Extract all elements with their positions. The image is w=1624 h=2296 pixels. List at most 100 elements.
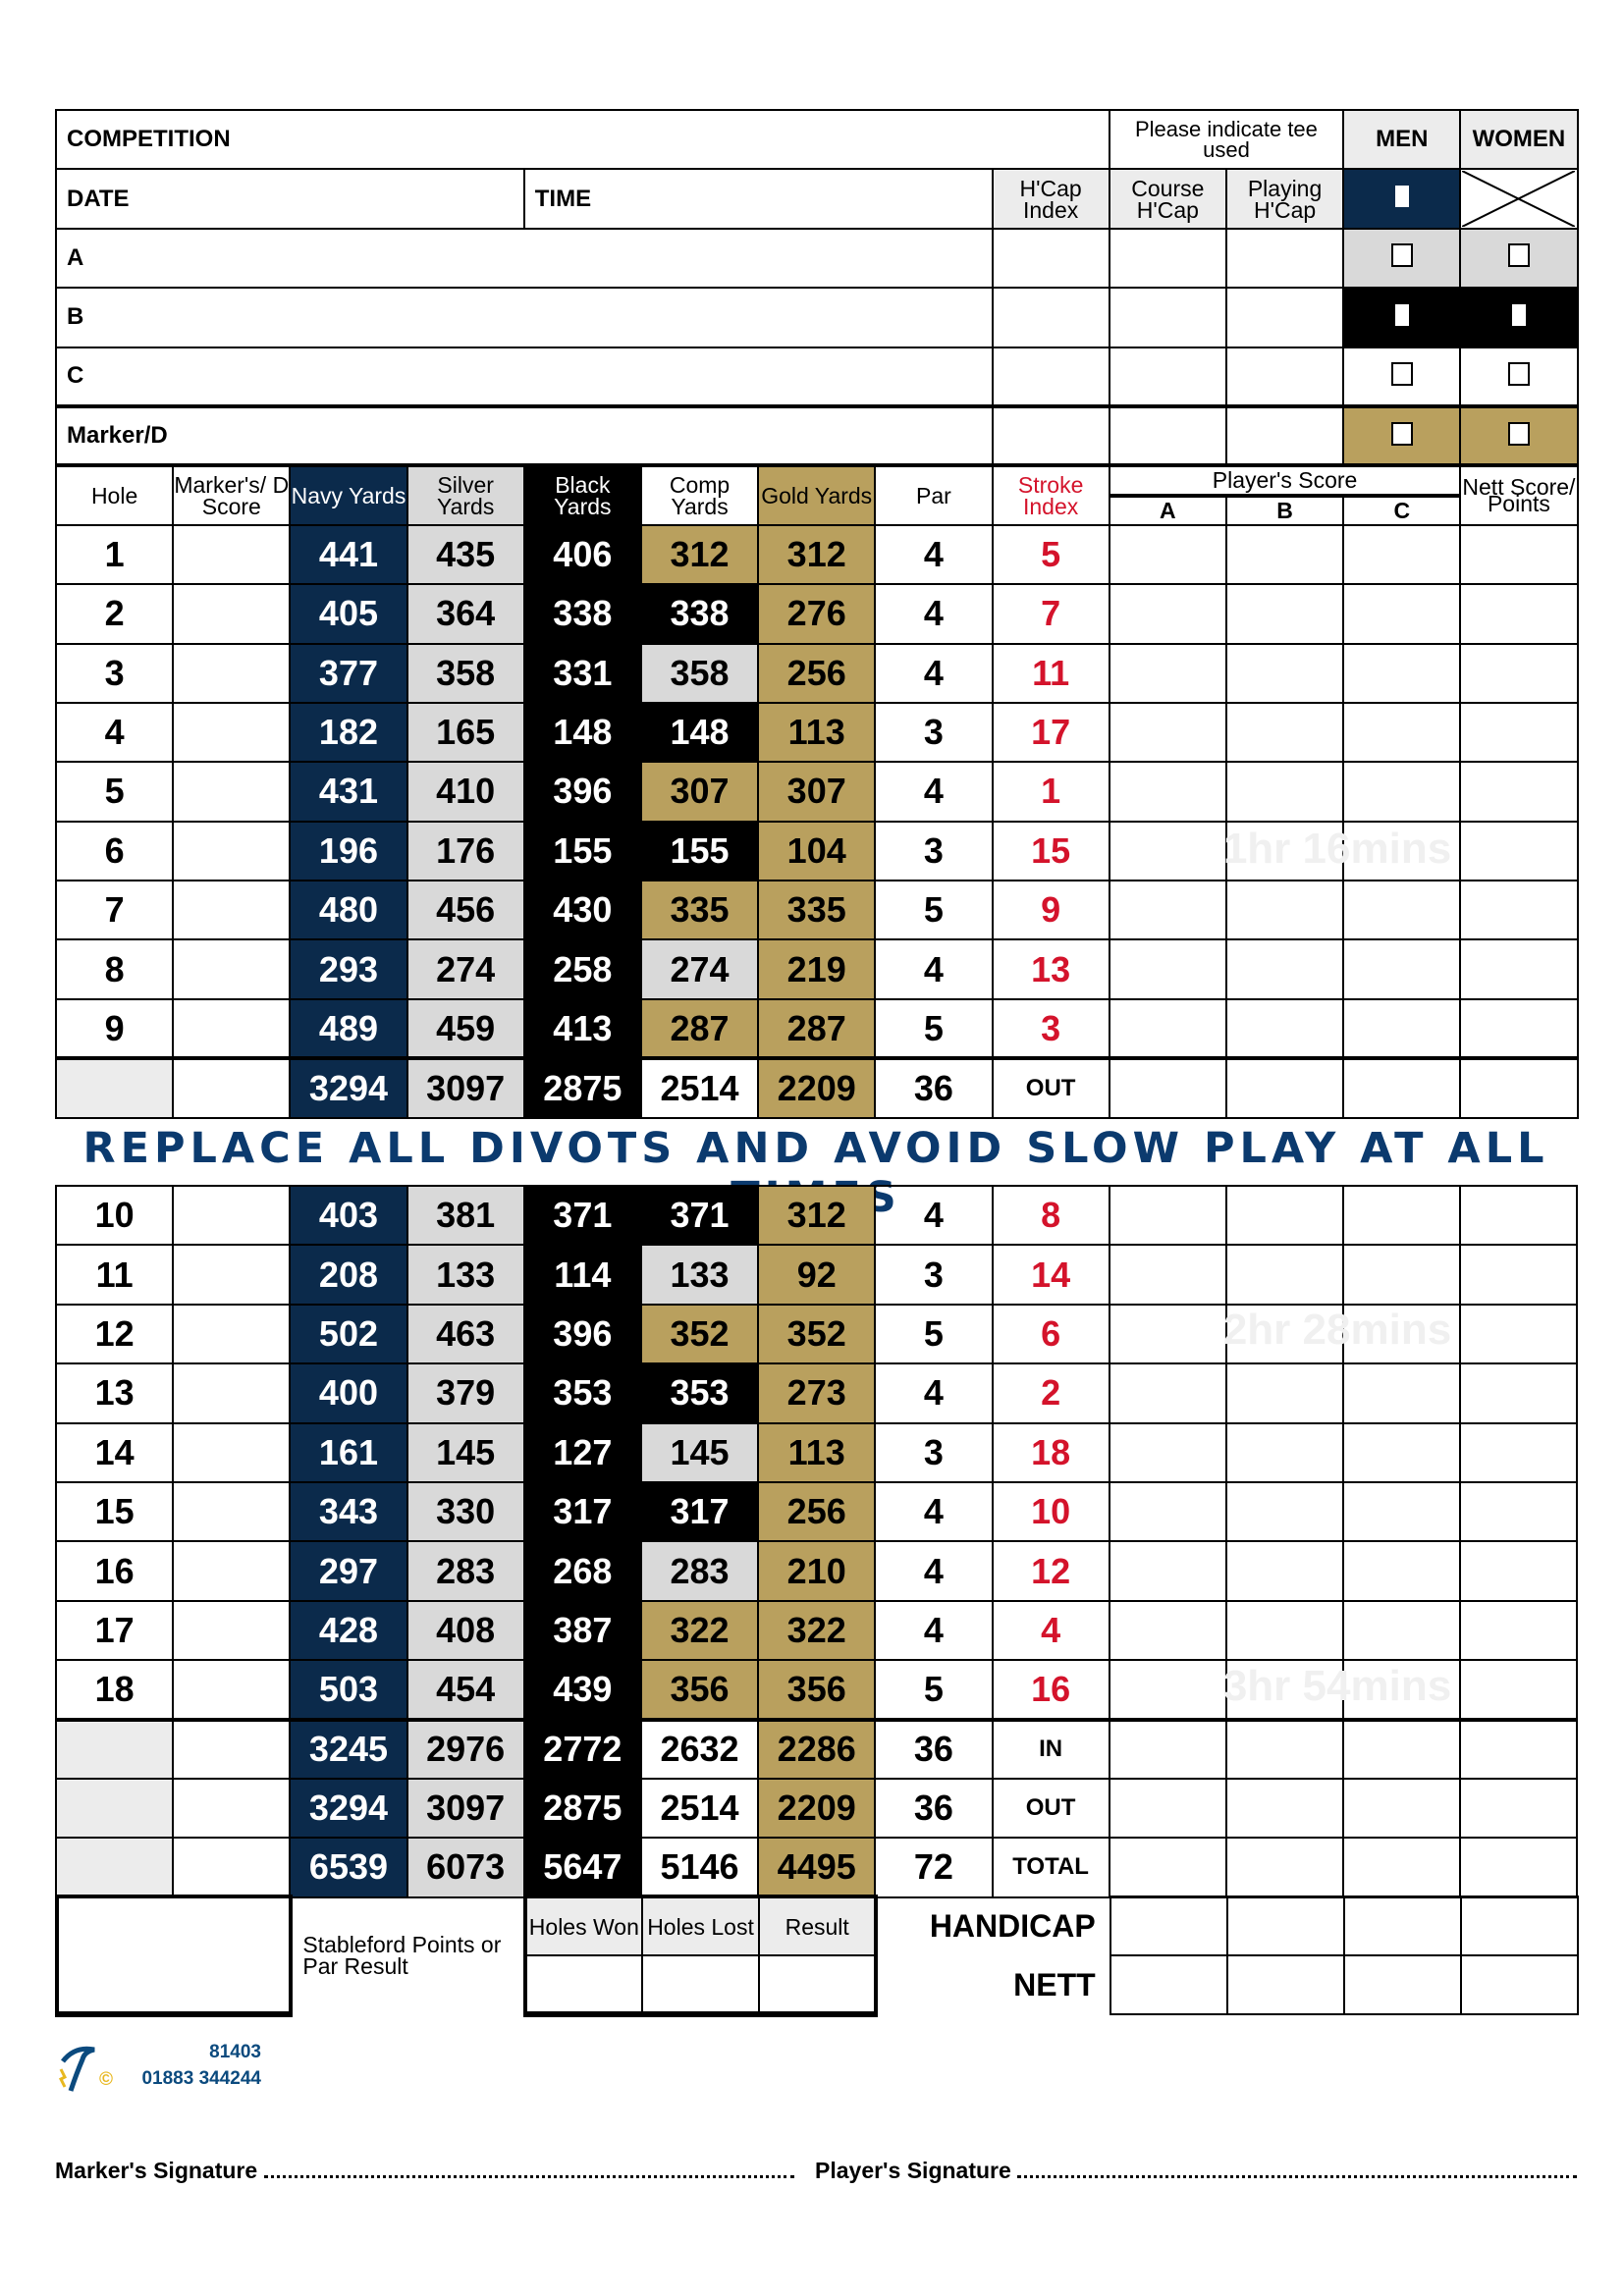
players-signature-line[interactable]: Player's Signature [815, 2158, 1578, 2184]
course-hcap-input[interactable] [1108, 403, 1227, 467]
score-a-input[interactable] [1108, 1599, 1227, 1662]
score-b-input[interactable] [1224, 701, 1345, 764]
nett-total-input[interactable] [1459, 1717, 1579, 1780]
score-a-input[interactable] [1108, 583, 1227, 645]
score-a-input[interactable] [1108, 880, 1227, 941]
hcap-index-input[interactable] [991, 346, 1110, 407]
score-a-input[interactable] [1108, 1480, 1227, 1543]
score-a-input[interactable] [1108, 701, 1227, 764]
score-a-input[interactable] [1108, 1303, 1227, 1365]
score-a-input[interactable] [1108, 1421, 1227, 1483]
nett-score-input[interactable] [1459, 1599, 1579, 1662]
marker-score-input[interactable] [172, 523, 292, 586]
marker-score-input[interactable] [172, 820, 292, 882]
course-hcap-input[interactable] [1108, 227, 1227, 290]
men-tee-checkbox[interactable] [1342, 346, 1462, 407]
nett-score-input[interactable] [1459, 1540, 1579, 1602]
score-a-input[interactable] [1108, 997, 1227, 1060]
marker-score-input[interactable] [172, 938, 292, 1000]
score-a-input[interactable] [1108, 1184, 1227, 1247]
score-c-input[interactable] [1342, 701, 1462, 764]
nett-score-input[interactable] [1459, 761, 1579, 823]
score-b-input[interactable] [1224, 997, 1345, 1060]
marker-score-input[interactable] [172, 1540, 292, 1602]
handicap-a[interactable] [1109, 1896, 1228, 1956]
marker-score-input[interactable] [172, 1599, 292, 1662]
nett-score-input[interactable] [1459, 1421, 1579, 1483]
marker-score-input[interactable] [172, 1659, 292, 1721]
marker-total-input[interactable] [172, 1777, 292, 1840]
playing-hcap-input[interactable] [1224, 287, 1345, 348]
score-a-input[interactable] [1108, 1244, 1227, 1306]
score-c-input[interactable] [1342, 642, 1462, 704]
holes-won-input[interactable] [522, 1954, 643, 2017]
score-c-total-input[interactable] [1342, 1837, 1462, 1898]
nett-total-input[interactable] [1459, 1837, 1579, 1898]
score-c-input[interactable] [1342, 1362, 1462, 1424]
marker-score-input[interactable] [172, 1184, 292, 1247]
hcap-index-input[interactable] [991, 403, 1110, 467]
player-name-field[interactable]: A [55, 227, 994, 290]
score-c-input[interactable] [1342, 523, 1462, 586]
score-c-input[interactable] [1342, 820, 1462, 882]
player-name-field[interactable]: B [55, 287, 994, 348]
marker-total-input[interactable] [172, 1717, 292, 1780]
score-c-total-input[interactable] [1342, 1056, 1462, 1119]
score-a-input[interactable] [1108, 1362, 1227, 1424]
player-name-field[interactable]: Marker/D [55, 403, 994, 467]
score-a-input[interactable] [1108, 1540, 1227, 1602]
holes-lost-input[interactable] [640, 1954, 761, 2017]
marker-score-input[interactable] [172, 1362, 292, 1424]
marker-score-input[interactable] [172, 583, 292, 645]
score-c-input[interactable] [1342, 761, 1462, 823]
nett-score-input[interactable] [1459, 1244, 1579, 1306]
score-b-input[interactable] [1224, 1421, 1345, 1483]
nett-score-input[interactable] [1459, 880, 1579, 941]
score-b-input[interactable] [1224, 523, 1345, 586]
score-b-input[interactable] [1224, 1184, 1345, 1247]
nett-c[interactable] [1343, 1954, 1463, 2015]
nett-score-input[interactable] [1459, 997, 1579, 1060]
nett-score-input[interactable] [1459, 523, 1579, 586]
score-c-input[interactable] [1342, 1184, 1462, 1247]
handicap-c[interactable] [1343, 1896, 1463, 1956]
playing-hcap-input[interactable] [1224, 346, 1345, 407]
nett-score-input[interactable] [1459, 1184, 1579, 1247]
score-a-input[interactable] [1108, 523, 1227, 586]
score-c-input[interactable] [1342, 1540, 1462, 1602]
time-field[interactable]: TIME [522, 168, 994, 230]
score-c-input[interactable] [1342, 880, 1462, 941]
score-b-input[interactable] [1224, 761, 1345, 823]
score-c-input[interactable] [1342, 1421, 1462, 1483]
score-a-input[interactable] [1108, 938, 1227, 1000]
marker-score-input[interactable] [172, 1303, 292, 1365]
score-b-total-input[interactable] [1224, 1056, 1345, 1119]
women-tee-checkbox[interactable] [1459, 403, 1579, 467]
men-tee-checkbox[interactable] [1342, 403, 1462, 467]
men-tee-checkbox[interactable] [1342, 287, 1462, 348]
handicap-b[interactable] [1225, 1896, 1346, 1956]
marker-score-input[interactable] [172, 997, 292, 1060]
score-c-input[interactable] [1342, 583, 1462, 645]
score-b-input[interactable] [1224, 642, 1345, 704]
score-b-input[interactable] [1224, 1362, 1345, 1424]
nett-total-input[interactable] [1459, 1056, 1579, 1119]
course-hcap-input[interactable] [1108, 287, 1227, 348]
score-b-input[interactable] [1224, 1244, 1345, 1306]
nett-score-input[interactable] [1459, 938, 1579, 1000]
date-field[interactable]: DATE [55, 168, 525, 230]
score-c-input[interactable] [1342, 1599, 1462, 1662]
marker-score-input[interactable] [172, 880, 292, 941]
score-a-input[interactable] [1108, 1659, 1227, 1721]
score-c-input[interactable] [1342, 997, 1462, 1060]
score-b-input[interactable] [1224, 1659, 1345, 1721]
score-a-input[interactable] [1108, 761, 1227, 823]
handicap-d[interactable] [1460, 1896, 1580, 1956]
playing-hcap-input[interactable] [1224, 227, 1345, 290]
nett-score-input[interactable] [1459, 1659, 1579, 1721]
score-b-total-input[interactable] [1224, 1837, 1345, 1898]
score-c-input[interactable] [1342, 938, 1462, 1000]
score-b-input[interactable] [1224, 880, 1345, 941]
result-input[interactable] [758, 1954, 879, 2017]
player-name-field[interactable]: C [55, 346, 994, 407]
